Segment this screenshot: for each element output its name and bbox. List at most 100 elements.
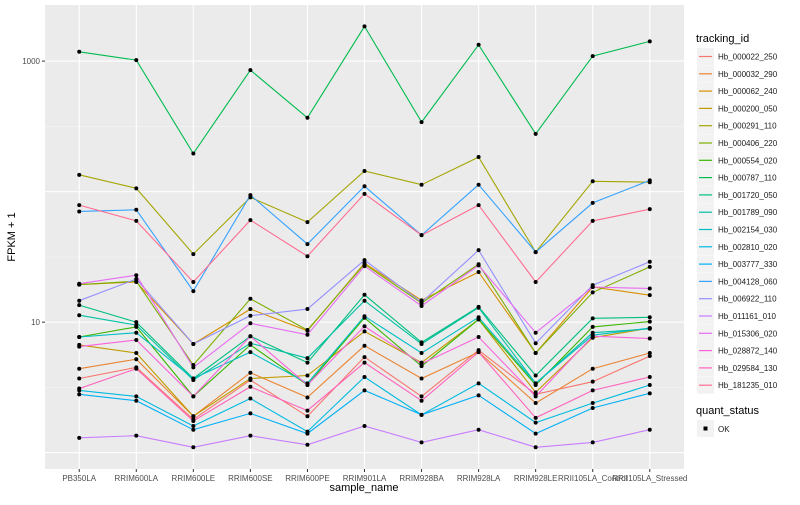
shape-legend-title: quant_status — [696, 405, 759, 417]
data-point-Hb_181235_010 — [248, 218, 253, 223]
x-tick-label: RRII105LA_Stressed — [612, 474, 687, 483]
data-point-Hb_006922_110 — [305, 307, 310, 312]
data-point-Hb_002810_020 — [362, 375, 367, 380]
data-point-Hb_028872_140 — [419, 361, 424, 366]
data-point-Hb_029584_130 — [419, 398, 424, 403]
data-point-Hb_011161_010 — [533, 445, 538, 450]
data-point-Hb_001720_050 — [305, 360, 310, 365]
data-point-Hb_004128_060 — [134, 207, 139, 212]
data-point-Hb_000200_050 — [533, 390, 538, 395]
data-point-Hb_029584_130 — [77, 386, 82, 391]
data-point-Hb_000022_250 — [419, 394, 424, 399]
data-point-Hb_002810_020 — [191, 424, 196, 429]
data-point-Hb_000787_110 — [590, 54, 595, 59]
data-point-Hb_002154_030 — [191, 376, 196, 381]
y-axis-title: FPKM + 1 — [6, 212, 18, 261]
data-point-Hb_001720_050 — [647, 315, 652, 320]
x-tick-label: RRIM928LA — [457, 474, 501, 483]
data-point-Hb_001720_050 — [362, 292, 367, 297]
data-point-Hb_000291_110 — [362, 168, 367, 173]
data-point-Hb_004128_060 — [533, 250, 538, 255]
legend-label: Hb_181235_010 — [718, 381, 778, 390]
data-point-Hb_028872_140 — [77, 344, 82, 349]
data-point-Hb_002154_030 — [533, 381, 538, 386]
data-point-Hb_011161_010 — [305, 442, 310, 447]
legend-label: Hb_000787_110 — [718, 174, 777, 183]
data-point-Hb_028872_140 — [533, 394, 538, 399]
data-point-Hb_006922_110 — [647, 259, 652, 264]
legend-label: Hb_000554_020 — [718, 156, 778, 165]
data-point-Hb_029584_130 — [191, 418, 196, 423]
data-point-Hb_000200_050 — [248, 376, 253, 381]
legend-label: Hb_000406_220 — [718, 139, 778, 148]
data-point-Hb_006922_110 — [248, 313, 253, 318]
data-point-Hb_028872_140 — [191, 394, 196, 399]
data-point-Hb_000032_290 — [647, 351, 652, 356]
data-point-Hb_000291_110 — [305, 220, 310, 225]
x-tick-label: RRIM928LE — [514, 474, 558, 483]
data-point-Hb_001789_090 — [134, 323, 139, 328]
data-point-Hb_011161_010 — [362, 424, 367, 429]
legend-label: Hb_015306_020 — [718, 329, 778, 338]
data-point-Hb_000406_220 — [647, 264, 652, 269]
data-point-Hb_006922_110 — [419, 300, 424, 305]
ok-point-icon — [703, 426, 708, 431]
data-point-Hb_000022_250 — [647, 354, 652, 359]
data-point-Hb_003777_330 — [533, 431, 538, 436]
data-point-Hb_000291_110 — [590, 179, 595, 184]
x-tick-label: RRIM600LA — [114, 474, 158, 483]
legend-label: Hb_028872_140 — [718, 347, 778, 356]
data-point-Hb_000787_110 — [647, 39, 652, 44]
data-point-Hb_002810_020 — [647, 383, 652, 388]
axes: 10 1000 PB350LA RRIM600LA RRIM600LE RRIM600SE… — [22, 57, 687, 483]
data-point-Hb_000291_110 — [134, 186, 139, 191]
data-point-Hb_028872_140 — [362, 324, 367, 329]
data-point-Hb_001789_090 — [362, 298, 367, 303]
data-point-Hb_028872_140 — [647, 336, 652, 341]
data-point-Hb_028872_140 — [476, 334, 481, 339]
data-point-Hb_003777_330 — [362, 388, 367, 393]
data-point-Hb_181235_010 — [362, 191, 367, 196]
data-point-Hb_004128_060 — [305, 242, 310, 247]
y-tick-label: 10 — [31, 318, 40, 327]
data-point-Hb_004128_060 — [77, 209, 82, 214]
data-point-Hb_000291_110 — [191, 252, 196, 257]
data-point-Hb_015306_020 — [647, 286, 652, 291]
data-point-Hb_006922_110 — [191, 342, 196, 347]
data-point-Hb_001789_090 — [248, 341, 253, 346]
data-point-Hb_000554_020 — [590, 324, 595, 329]
data-point-Hb_011161_010 — [191, 445, 196, 450]
data-point-Hb_002154_030 — [362, 314, 367, 319]
data-point-Hb_181235_010 — [476, 203, 481, 208]
data-point-Hb_181235_010 — [419, 233, 424, 238]
x-tick-label: RRIM600SE — [228, 474, 272, 483]
data-point-Hb_004128_060 — [248, 193, 253, 198]
legend-label: Hb_000032_290 — [718, 70, 778, 79]
legend-label: Hb_002810_020 — [718, 243, 778, 252]
data-point-Hb_000291_110 — [77, 172, 82, 177]
data-point-Hb_000032_290 — [533, 401, 538, 406]
x-tick-label: RRIM600PE — [285, 474, 329, 483]
data-point-Hb_015306_020 — [191, 365, 196, 370]
data-point-Hb_000291_110 — [476, 155, 481, 160]
data-point-Hb_003777_330 — [419, 412, 424, 417]
data-point-Hb_000062_240 — [476, 270, 481, 275]
data-point-Hb_181235_010 — [77, 203, 82, 208]
data-point-Hb_002810_020 — [476, 381, 481, 386]
data-point-Hb_002810_020 — [533, 420, 538, 425]
data-point-Hb_001720_050 — [134, 320, 139, 325]
data-point-Hb_029584_130 — [305, 408, 310, 413]
data-point-Hb_001789_090 — [305, 356, 310, 361]
legend-label: Hb_001789_090 — [718, 208, 778, 217]
data-point-Hb_000554_020 — [647, 319, 652, 324]
legend-label: Hb_002154_030 — [718, 226, 778, 235]
data-point-Hb_000032_290 — [362, 343, 367, 348]
data-point-Hb_006922_110 — [134, 277, 139, 282]
data-point-Hb_006922_110 — [77, 298, 82, 303]
data-point-Hb_004128_060 — [476, 182, 481, 187]
legend-label: Hb_004128_060 — [718, 277, 778, 286]
data-point-Hb_003777_330 — [248, 411, 253, 416]
legend-label: Hb_029584_130 — [718, 364, 778, 373]
data-point-Hb_002154_030 — [419, 351, 424, 356]
data-point-Hb_003777_330 — [590, 405, 595, 410]
